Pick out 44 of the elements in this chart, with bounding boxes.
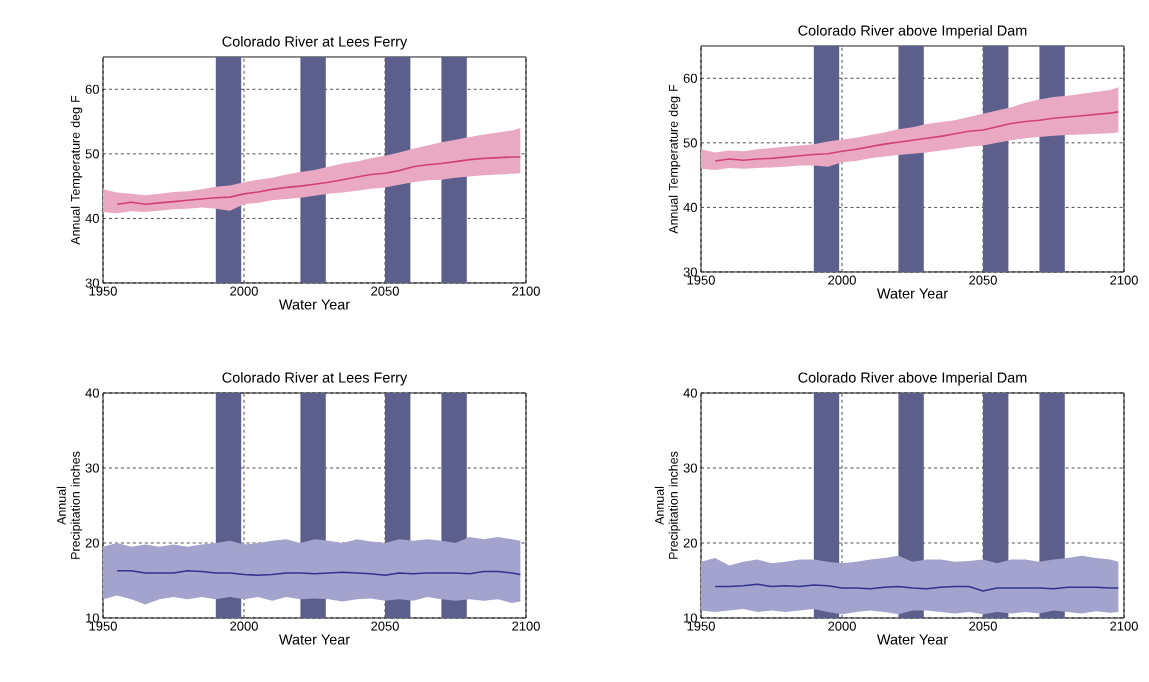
- x-tick-label: 2000: [828, 621, 856, 631]
- x-tick-label: 2100: [512, 621, 540, 631]
- y-tick-label: 50: [683, 138, 697, 148]
- chart-title: Colorado River at Lees Ferry: [222, 36, 408, 50]
- x-axis-title: Water Year: [876, 634, 948, 645]
- x-tick-label: 1950: [687, 275, 715, 285]
- chart-title: Colorado River above Imperial Dam: [798, 372, 1027, 386]
- x-axis-title: Water Year: [876, 288, 948, 299]
- x-tick-label: 2050: [969, 621, 997, 631]
- y-tick-label: 30: [683, 463, 697, 473]
- chart-title: Colorado River above Imperial Dam: [798, 25, 1027, 39]
- x-axis-title: Water Year: [278, 299, 350, 310]
- x-tick-label: 2000: [230, 621, 258, 631]
- y-tick-label: 40: [85, 213, 99, 223]
- x-tick-label: 2100: [512, 286, 540, 296]
- y-tick-label: 10: [86, 613, 99, 623]
- y-axis-title: Annual Temperature deg F: [668, 84, 681, 234]
- x-tick-label: 2100: [1110, 621, 1138, 631]
- y-tick-label: 40: [683, 202, 697, 212]
- x-axis-title: Water Year: [278, 634, 350, 645]
- y-tick-label: 30: [85, 463, 99, 473]
- x-tick-label: 2050: [371, 621, 399, 631]
- chart-title: Colorado River at Lees Ferry: [222, 372, 408, 386]
- x-tick-label: 2050: [969, 275, 997, 285]
- y-tick-label: 50: [85, 149, 99, 159]
- y-axis-title: Annual Precipitation inches: [56, 451, 83, 559]
- y-axis-title: Annual Precipitation inches: [654, 451, 681, 559]
- y-tick-label: 60: [85, 84, 99, 94]
- y-axis-title: Annual Temperature deg F: [70, 95, 83, 245]
- x-tick-label: 2000: [828, 275, 856, 285]
- y-tick-label: 20: [683, 538, 697, 548]
- x-tick-label: 1950: [687, 621, 715, 631]
- y-tick-label: 40: [683, 388, 697, 398]
- x-tick-label: 1950: [89, 286, 117, 296]
- x-tick-label: 1950: [89, 621, 117, 631]
- x-tick-label: 2000: [230, 286, 258, 296]
- y-tick-label: 30: [683, 267, 697, 277]
- y-tick-label: 40: [85, 388, 99, 398]
- y-tick-label: 10: [684, 613, 697, 623]
- y-tick-label: 60: [683, 73, 697, 83]
- x-tick-label: 2050: [371, 286, 399, 296]
- x-tick-label: 2100: [1110, 275, 1138, 285]
- y-tick-label: 20: [85, 538, 99, 548]
- y-tick-label: 30: [85, 278, 99, 288]
